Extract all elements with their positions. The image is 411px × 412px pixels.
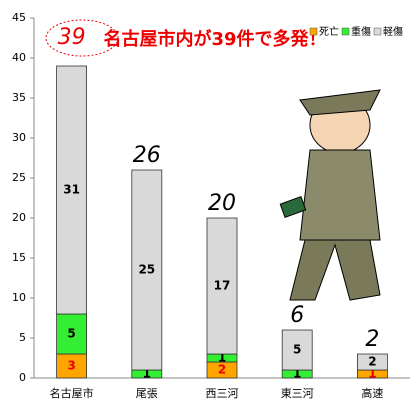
- data-label: 5: [293, 343, 301, 357]
- legend-label: 軽傷: [383, 25, 403, 38]
- legend-swatch: [342, 28, 349, 35]
- total-label: 20: [208, 191, 236, 216]
- chart: 名古屋市内が39件で多発！ 051015202530354045死亡重傷軽傷名古…: [0, 0, 411, 412]
- data-label: 25: [138, 263, 155, 277]
- y-tick-label: 5: [19, 331, 26, 344]
- y-tick-label: 40: [12, 51, 26, 64]
- data-label: 17: [214, 279, 231, 293]
- data-label: 3: [67, 359, 75, 373]
- total-label: 6: [290, 303, 304, 328]
- data-label: 5: [67, 327, 75, 341]
- data-label: 2: [368, 355, 376, 369]
- y-tick-label: 35: [12, 91, 26, 104]
- y-tick-label: 15: [12, 251, 26, 264]
- total-label: 26: [133, 143, 161, 168]
- total-label: 39: [58, 25, 86, 50]
- data-label: 2: [218, 363, 226, 377]
- x-tick-label: 尾張: [136, 387, 158, 400]
- cartoon-figure: [280, 90, 380, 300]
- legend-swatch: [310, 28, 317, 35]
- x-tick-label: 高速: [361, 386, 383, 400]
- annotation: 名古屋市内が39件で多発！: [103, 28, 326, 50]
- legend-swatch: [374, 28, 381, 35]
- legend-label: 重傷: [351, 25, 371, 38]
- y-tick-label: 20: [12, 211, 26, 224]
- data-label: 31: [63, 183, 80, 197]
- x-tick-label: 東三河: [281, 387, 314, 400]
- y-tick-label: 30: [12, 131, 26, 144]
- x-tick-label: 西三河: [206, 387, 239, 400]
- x-tick-label: 名古屋市: [50, 386, 94, 400]
- y-tick-label: 10: [12, 291, 26, 304]
- y-tick-label: 25: [12, 171, 26, 184]
- y-tick-label: 0: [19, 371, 26, 384]
- total-label: 2: [365, 327, 379, 352]
- legend-label: 死亡: [319, 25, 339, 38]
- y-tick-label: 45: [12, 11, 26, 24]
